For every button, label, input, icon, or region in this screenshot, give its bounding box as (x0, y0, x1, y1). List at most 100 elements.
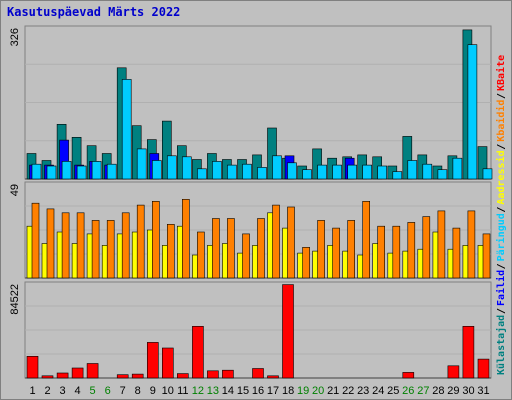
x-tick-label-17: 17 (267, 385, 279, 397)
bar-middle-kbaidid-7 (121, 212, 130, 279)
bar-bottom-kbaite-18 (282, 284, 294, 379)
x-tick-label-16: 16 (252, 385, 264, 397)
legend-kbaidid: Kbaidid (495, 100, 507, 142)
bar-middle-kbaidid-19 (302, 247, 310, 279)
bar-top-päringud-11 (182, 156, 192, 180)
x-tick-label-18: 18 (282, 385, 294, 397)
bar-middle-kbaidid-31 (482, 233, 491, 279)
x-tick-label-1: 1 (29, 385, 35, 397)
bar-top-päringud-8 (136, 148, 147, 180)
x-tick-label-26: 26 (402, 385, 414, 397)
bar-top-päringud-10 (167, 155, 177, 180)
x-tick-label-8: 8 (135, 385, 141, 397)
ymax-label-middle: 49 (9, 184, 21, 196)
x-tick-label-22: 22 (342, 385, 354, 397)
bar-bottom-kbaite-17 (267, 375, 279, 379)
bar-bottom-kbaite-7 (116, 374, 129, 379)
legend-separator: / (496, 144, 507, 150)
x-tick-label-25: 25 (387, 385, 399, 397)
bar-bottom-kbaite-31 (477, 358, 490, 379)
legend-separator: / (496, 93, 507, 99)
x-tick-label-31: 31 (477, 385, 489, 397)
x-tick-label-6: 6 (105, 385, 111, 397)
legend-separator: / (496, 263, 507, 269)
bar-middle-kbaidid-28 (437, 210, 446, 279)
bar-top-päringud-25 (392, 171, 403, 180)
bar-middle-kbaidid-6 (106, 220, 115, 279)
bar-bottom-kbaite-16 (252, 368, 264, 379)
bar-bottom-kbaite-26 (402, 372, 415, 379)
bar-top-päringud-24 (377, 165, 388, 180)
legend-aadressid: Aadressid (495, 150, 507, 204)
bar-top-päringud-12 (197, 168, 207, 180)
bar-bottom-kbaite-8 (131, 373, 144, 379)
bar-top-päringud-5 (91, 161, 102, 180)
x-tick-label-7: 7 (120, 385, 126, 397)
bar-top-päringud-7 (121, 79, 132, 180)
bar-top-päringud-26 (407, 160, 418, 180)
x-tick-label-27: 27 (417, 385, 429, 397)
bar-top-külastajad-10 (162, 120, 172, 180)
bar-top-päringud-16 (257, 167, 267, 180)
bar-top-päringud-31 (482, 168, 493, 180)
bar-top-päringud-6 (106, 163, 117, 180)
bar-bottom-kbaite-5 (86, 363, 99, 379)
bar-top-päringud-23 (362, 164, 373, 180)
bar-top-päringud-14 (227, 164, 237, 180)
x-tick-label-10: 10 (162, 385, 174, 397)
bar-top-päringud-3 (61, 161, 72, 180)
chart-title: Kasutuspäevad Märts 2022 (7, 5, 181, 19)
bar-top-külastajad-16 (252, 154, 262, 180)
x-tick-label-14: 14 (222, 385, 234, 397)
bar-middle-kbaidid-23 (362, 201, 371, 279)
bar-top-külastajad-17 (267, 127, 277, 180)
bar-bottom-kbaite-30 (462, 325, 475, 379)
x-tick-label-30: 30 (462, 385, 474, 397)
bar-middle-kbaidid-8 (136, 204, 145, 279)
x-tick-label-28: 28 (432, 385, 444, 397)
bar-bottom-kbaite-9 (147, 342, 159, 379)
bar-top-päringud-1 (31, 163, 42, 180)
bar-top-päringud-27 (422, 163, 433, 180)
bar-top-päringud-19 (302, 169, 312, 180)
x-tick-label-5: 5 (90, 385, 96, 397)
bar-middle-kbaidid-11 (182, 199, 190, 279)
x-tick-label-9: 9 (150, 385, 156, 397)
bar-bottom-kbaite-4 (71, 367, 84, 379)
x-tick-label-4: 4 (75, 385, 81, 397)
bar-top-päringud-18 (287, 162, 297, 180)
ymax-label-top: 326 (9, 28, 21, 46)
bar-middle-kbaidid-15 (242, 233, 250, 279)
x-tick-label-3: 3 (60, 385, 66, 397)
bar-bottom-kbaite-14 (222, 369, 234, 379)
bar-middle-kbaidid-16 (257, 218, 265, 279)
legend-kbaite: KBaite (495, 55, 507, 91)
x-tick-label-2: 2 (44, 385, 50, 397)
bar-top-päringud-17 (272, 155, 282, 180)
x-tick-label-20: 20 (312, 385, 324, 397)
bar-top-päringud-20 (317, 164, 327, 180)
bar-top-päringud-15 (242, 163, 252, 180)
bar-bottom-kbaite-12 (192, 325, 204, 379)
x-tick-label-29: 29 (447, 385, 459, 397)
bar-top-päringud-2 (46, 165, 57, 180)
bar-middle-kbaidid-17 (272, 204, 280, 279)
x-tick-label-19: 19 (297, 385, 309, 397)
bar-middle-kbaidid-21 (332, 227, 340, 279)
x-tick-label-24: 24 (372, 385, 384, 397)
x-tick-label-13: 13 (207, 385, 219, 397)
bar-middle-kbaidid-24 (377, 225, 386, 279)
bar-middle-kbaidid-25 (392, 225, 401, 279)
legend-failid: Failid (495, 270, 507, 306)
bar-bottom-kbaite-3 (56, 372, 69, 379)
bar-middle-kbaidid-20 (317, 220, 325, 279)
bar-middle-kbaidid-18 (287, 206, 295, 279)
bar-middle-kbaidid-9 (152, 201, 160, 279)
x-tick-label-11: 11 (177, 385, 188, 397)
bar-top-päringud-13 (212, 161, 222, 180)
legend-separator: / (496, 207, 507, 213)
bar-top-päringud-22 (347, 164, 358, 180)
bar-top-päringud-28 (437, 169, 448, 180)
bar-top-päringud-21 (332, 164, 342, 180)
